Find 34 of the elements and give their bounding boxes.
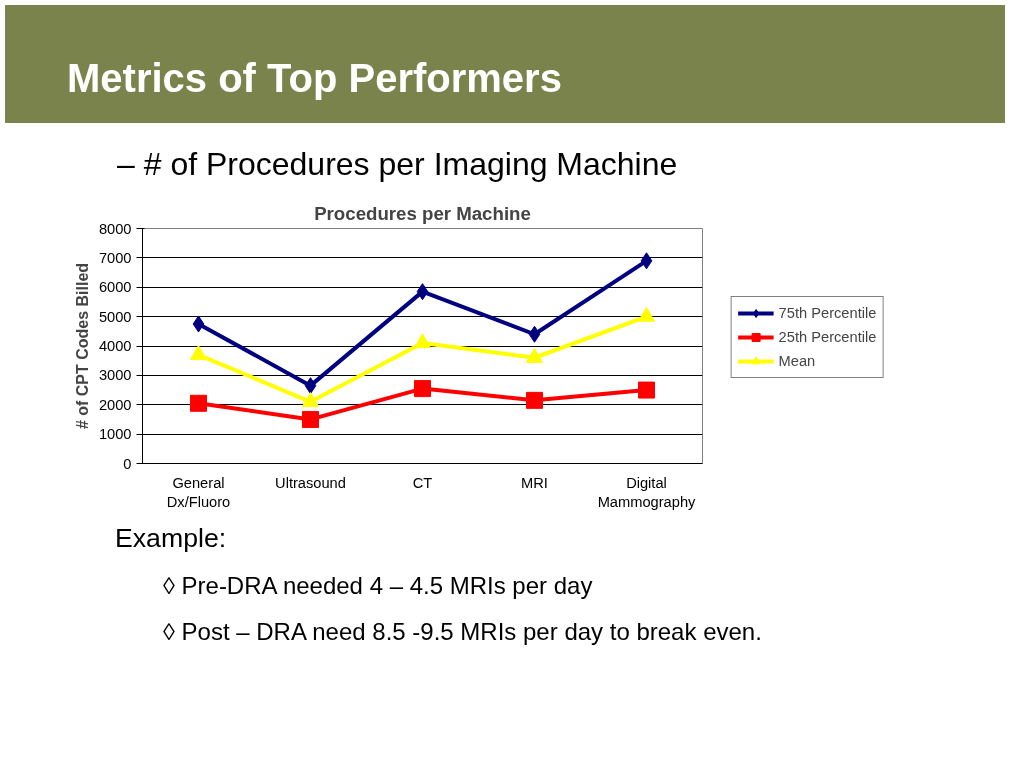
y-tick-label: 3000 — [98, 367, 132, 384]
y-tick-label: 4000 — [98, 337, 132, 354]
legend-label: 25th Percentile — [778, 328, 877, 345]
point — [414, 379, 431, 397]
point — [190, 394, 207, 412]
text: ◊ Pre-DRA needed 4 – 4.5 MRIs per day — [163, 570, 593, 601]
y-tick-label: 2000 — [98, 396, 132, 413]
legend-label: 75th Percentile — [778, 304, 877, 321]
text: – # of Procedures per Imaging Machine — [117, 145, 678, 184]
point — [416, 282, 429, 300]
point — [526, 391, 543, 409]
y-tick-label: 0 — [123, 455, 132, 472]
y-tick-label: 8000 — [98, 220, 132, 237]
legend-label: Mean — [778, 352, 816, 369]
x-tick-label: General Dx/Fluoro — [166, 474, 231, 510]
text: Example: — [115, 521, 227, 555]
x-tick-label: Ultrasound — [275, 474, 346, 491]
text: Metrics of Top Performers — [67, 55, 562, 102]
x-tick-label: MRI — [521, 474, 548, 491]
text: ◊ Post – DRA need 8.5 -9.5 MRIs per day to break even. — [163, 617, 762, 648]
x-tick-label: Digital Mammography — [597, 474, 697, 510]
y-tick-label: 6000 — [98, 278, 132, 295]
chart-title: Procedures per Machine — [314, 202, 531, 224]
y-axis-title: # of CPT Codes Billed — [73, 262, 91, 429]
point — [528, 325, 541, 343]
y-tick-label: 1000 — [98, 425, 132, 442]
y-tick-label: 5000 — [98, 308, 132, 325]
y-tick-label: 7000 — [98, 249, 132, 266]
point — [640, 252, 653, 270]
point — [192, 315, 205, 333]
point — [304, 376, 317, 394]
x-tick-label: CT — [412, 474, 433, 491]
point — [638, 381, 655, 399]
point — [302, 410, 319, 428]
